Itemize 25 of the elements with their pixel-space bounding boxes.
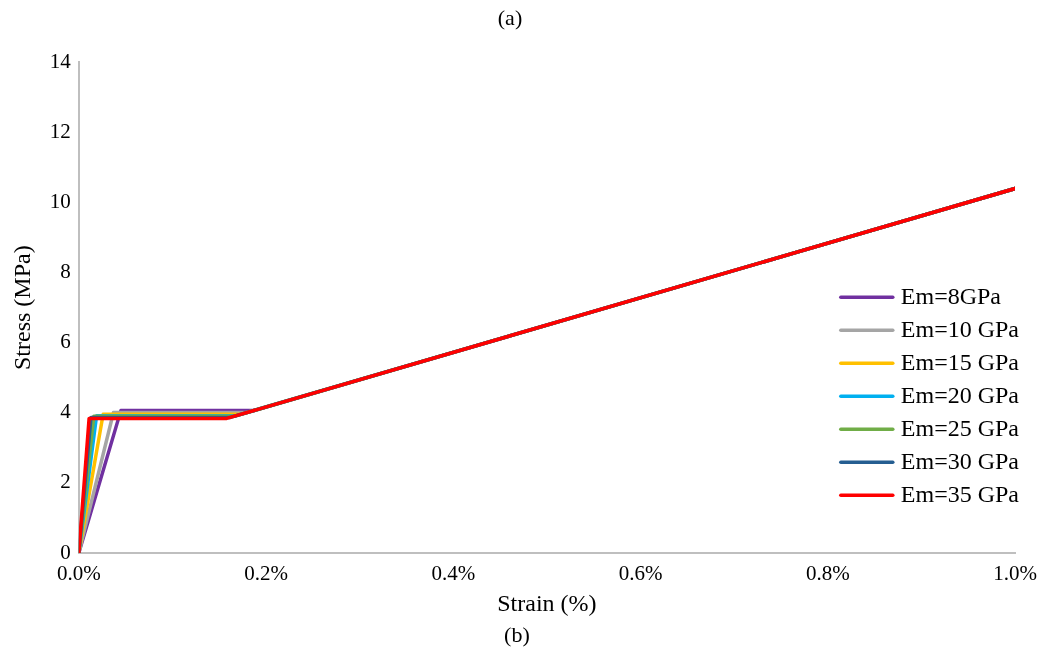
y-axis-title: Stress (MPa): [8, 245, 35, 371]
legend-label: Em=20 GPa: [900, 381, 1020, 408]
y-tick-label: 12: [49, 119, 71, 143]
y-tick-label: 8: [60, 259, 71, 284]
x-tick-label: 0.8%: [805, 561, 850, 586]
x-tick-label: 0.0%: [56, 561, 101, 586]
legend-label: Em=30 GPa: [900, 447, 1020, 474]
y-tick-label: 2: [60, 469, 71, 494]
legend-label: Em=25 GPa: [900, 414, 1020, 441]
y-tick-label: 6: [60, 329, 71, 354]
x-tick-label: 0.4%: [431, 561, 476, 586]
x-tick-label: 1.0%: [993, 561, 1037, 586]
y-tick-label: 0: [60, 539, 71, 564]
legend-label: Em=15 GPa: [900, 348, 1020, 375]
chart-title: (a): [497, 4, 523, 30]
x-tick-label: 0.6%: [618, 561, 663, 586]
y-tick-label: 10: [49, 189, 71, 214]
x-axis-title: Strain (%): [497, 589, 597, 616]
legend-label: Em=8GPa: [900, 282, 1002, 309]
text: (b): [504, 621, 530, 647]
y-tick-label: 14: [49, 48, 72, 73]
x-tick-label: 0.2%: [244, 561, 288, 586]
legend-label: Em=35 GPa: [900, 480, 1020, 507]
legend-label: Em=10 GPa: [900, 315, 1020, 342]
y-tick-label: 4: [60, 399, 72, 424]
